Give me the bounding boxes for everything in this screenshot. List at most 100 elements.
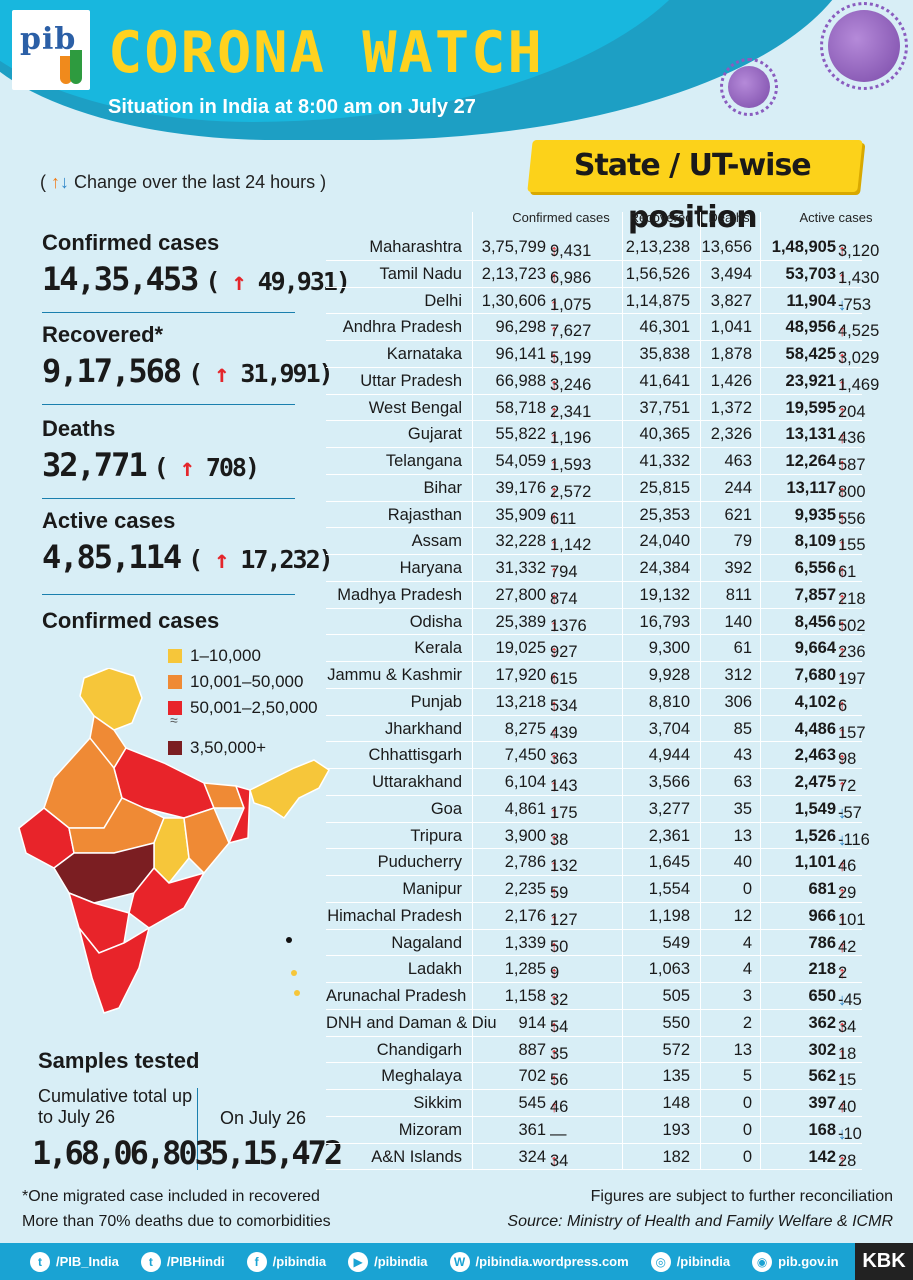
footnote: *One migrated case included in recovered [22,1188,320,1205]
cell-active: 53,703 [785,264,836,283]
map-title: Confirmed cases [42,608,220,633]
social-link[interactable]: t/PIBHindi [140,1251,225,1272]
cell-deaths: 85 [733,719,752,738]
legend-item: 3,50,000+ [168,735,318,761]
cell-confirmed: 1,339 [504,933,546,952]
column-divider [760,212,761,1170]
cell-deaths: 140 [724,612,752,631]
cell-confirmed: 324 [518,1147,546,1166]
cell-recovered: 24,384 [639,559,690,577]
cell-state: Karnataka [386,345,462,363]
cell-active: 12,264 [785,452,836,470]
arrow-up-icon: ↑ [550,349,559,367]
table-row: Chandigarh 887 ↑ 35 572 13 302 ↑ 18 [326,1037,862,1064]
cell-active: 19,595 [785,398,836,417]
cell-active: 362 [808,1013,836,1032]
column-divider [472,212,473,1170]
cell-confirmed: 3,75,799 [481,238,546,256]
delta-value: 1,593 [550,456,592,474]
map-islands [286,937,292,943]
cell-deaths: 312 [724,666,752,684]
stat-confirmed: Confirmed cases 14,35,453( ↑ 49,931) [42,230,351,298]
cell-deaths: 1,372 [710,398,752,417]
delta-value: 2 [838,964,848,983]
map-islands [291,970,297,976]
page-title: CORONA WATCH [108,20,544,86]
arrow-up-icon: ↑ [51,172,60,192]
cell-deaths: 1,878 [710,345,752,363]
delta-value: 534 [550,696,578,715]
arrow-up-icon: ↑ [838,536,847,555]
delta-value: 127 [550,910,578,929]
delta-value: 15 [838,1071,857,1090]
cell-state: A&N Islands [371,1147,462,1166]
delta-value: 204 [838,402,866,421]
cell-recovered: 193 [662,1120,690,1139]
table-row: Jammu & Kashmir 17,920 ↑ 615 9,928 312 7,680 ↑… [326,662,866,689]
cell-active: 7,680 [794,666,836,684]
kbk-tag: KBK [855,1243,913,1280]
delta-value: 46 [550,1098,569,1116]
arrow-up-icon: ↑ [838,375,847,394]
stat-delta: ( ↑ 708) [153,453,260,482]
cell-active: 2,475 [794,773,836,791]
cell-state: Meghalaya [381,1067,462,1086]
cell-state: Assam [411,532,462,551]
arrow-up-icon: ↑ [550,1044,559,1063]
legend-swatch [168,741,182,755]
arrow-up-icon: ↑ [550,643,559,662]
divider [42,594,295,595]
cell-state: Arunachal Pradesh [326,987,467,1005]
cell-recovered: 8,810 [648,692,690,711]
header-recovered: Recovered [629,210,693,225]
table-row: Andhra Pradesh 96,298 ↑ 7,627 46,301 1,041 48… [326,314,879,341]
arrow-up-icon: ↑ [550,750,559,769]
header-confirmed: Confirmed cases [512,210,610,225]
cell-active: 13,117 [786,478,836,497]
arrow-up-icon: ↑ [550,670,559,688]
social-link[interactable]: ▶ /pibindia [348,1251,428,1272]
table-row: Madhya Pradesh 27,800 ↑ 874 19,132 811 7,857 ↑… [326,582,866,609]
arrow-up-icon: ↑ [550,589,559,608]
arrow-up-icon: ↑ [550,1017,559,1036]
cell-state: Punjab [410,692,462,711]
change-legend-text: Change over the last 24 hours [74,172,316,192]
arrow-up-icon: ↑ [550,456,559,474]
cell-recovered: 35,838 [639,345,690,363]
social-link[interactable]: ◉ pib.gov.in [752,1251,839,1272]
cell-state: Himachal Pradesh [327,906,462,925]
table-row: Assam 32,228 ↑ 1,142 24,040 79 8,109 ↑ 155 [326,528,866,555]
delta-value: 1,469 [838,375,880,394]
delta-value: 615 [550,670,578,688]
cell-recovered: 4,944 [648,746,690,765]
map-region-wb [227,784,251,845]
cell-confirmed: 914 [518,1013,546,1032]
header-deaths: Deaths [708,210,750,225]
cell-state: Telangana [385,452,462,470]
table-row: Karnataka 96,141 ↑ 5,199 35,838 1,878 58,425 ↑… [326,341,879,368]
social-link[interactable]: f/pibindia [246,1251,326,1272]
cell-recovered: 1,645 [648,853,690,872]
social-link[interactable]: ◎ /pibindia [650,1251,730,1272]
cell-recovered: 2,13,238 [625,238,690,256]
cell-deaths: 79 [733,532,752,551]
cell-recovered: 9,928 [648,666,690,684]
delta-value: 800 [838,482,866,501]
delta-value: 34 [550,1151,569,1170]
cell-active: 786 [808,933,836,952]
cell-state: Ladakh [407,960,462,979]
arrow-up-icon: ↑ [550,242,559,260]
delta-value: 3,246 [550,375,592,394]
logo-text: pib [20,22,77,57]
social-link[interactable]: W/pibindia.wordpress.com [449,1251,629,1272]
cell-recovered: 25,353 [639,505,690,524]
arrow-up-icon: ↑ [550,857,559,876]
arrow-up-icon: ↑ [201,359,241,388]
cell-active: 966 [808,906,836,925]
table-row: Kerala 19,025 ↑ 927 9,300 61 9,664 ↑ 236 [326,635,866,662]
arrow-up-icon: ↑ [838,268,847,287]
samples-cumulative-value: 1,68,06,803 [32,1134,214,1172]
cell-deaths: 2 [742,1013,752,1032]
delta-value: 436 [838,429,866,448]
social-link[interactable]: t/PIB_India [30,1251,119,1272]
